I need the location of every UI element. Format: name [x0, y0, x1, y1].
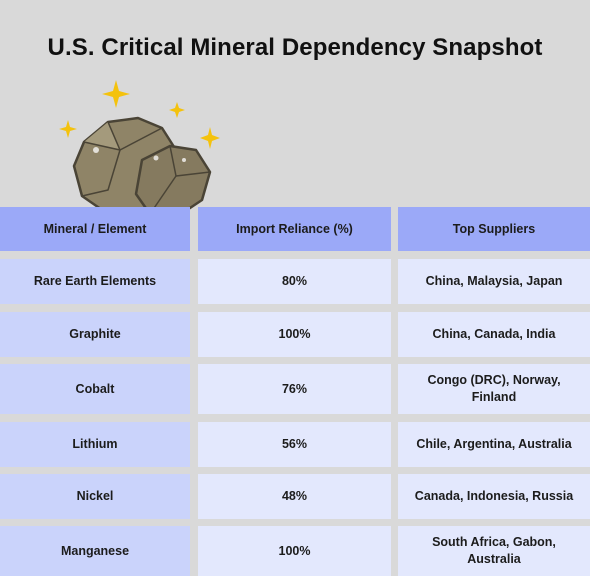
- table-cell-mineral: Graphite: [0, 312, 190, 357]
- table-cell-top-suppliers: South Africa, Gabon, Australia: [398, 526, 590, 576]
- table-cell-import-reliance: 76%: [198, 364, 391, 414]
- rock-icon: [72, 116, 212, 218]
- page-title: U.S. Critical Mineral Dependency Snapsho…: [47, 34, 543, 61]
- table-cell-import-reliance: 80%: [198, 259, 391, 304]
- sparkle-icon: [169, 102, 185, 118]
- table-cell-top-suppliers: Chile, Argentina, Australia: [398, 422, 590, 467]
- table-cell-import-reliance: 100%: [198, 312, 391, 357]
- rock-highlight-icon: [93, 147, 186, 162]
- table-cell-mineral: Nickel: [0, 474, 190, 519]
- table-cell-import-reliance: 56%: [198, 422, 391, 467]
- column-header-import-reliance: Import Reliance (%): [198, 207, 391, 251]
- table-cell-mineral: Manganese: [0, 526, 190, 576]
- sparkle-icon: [59, 120, 77, 138]
- table-cell-top-suppliers: China, Canada, India: [398, 312, 590, 357]
- table-cell-top-suppliers: Congo (DRC), Norway, Finland: [398, 364, 590, 414]
- sparkle-icon: [102, 80, 130, 108]
- table-cell-import-reliance: 100%: [198, 526, 391, 576]
- table-cell-mineral: Lithium: [0, 422, 190, 467]
- sparkle-icon: [200, 127, 220, 149]
- table-cell-mineral: Rare Earth Elements: [0, 259, 190, 304]
- dependency-table: Mineral / Element Import Reliance (%) To…: [0, 207, 590, 576]
- table-cell-top-suppliers: Canada, Indonesia, Russia: [398, 474, 590, 519]
- table-cell-import-reliance: 48%: [198, 474, 391, 519]
- column-header-top-suppliers: Top Suppliers: [398, 207, 590, 251]
- minerals-illustration: [59, 80, 220, 218]
- table-cell-mineral: Cobalt: [0, 364, 190, 414]
- column-header-mineral: Mineral / Element: [0, 207, 190, 251]
- table-cell-top-suppliers: China, Malaysia, Japan: [398, 259, 590, 304]
